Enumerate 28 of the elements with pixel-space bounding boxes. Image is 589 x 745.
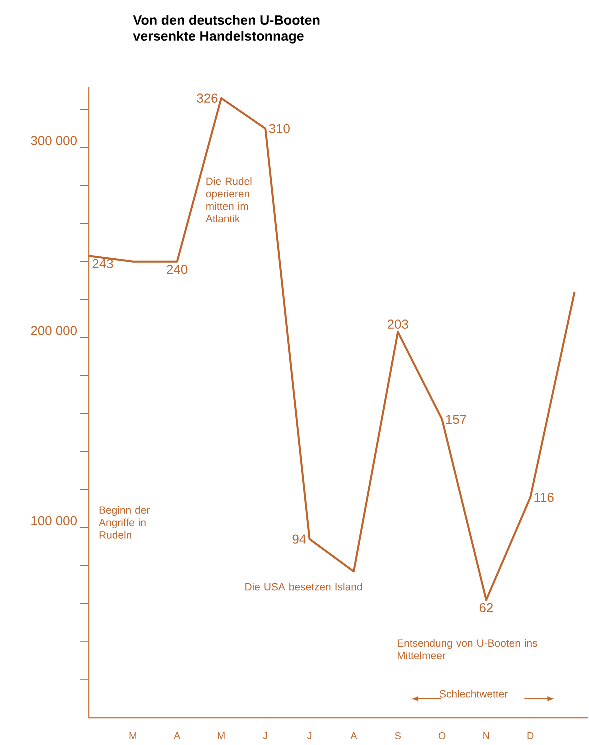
annotation: 116 <box>534 492 554 502</box>
x-tick-label: O <box>438 732 446 740</box>
annotation: 157 <box>446 415 466 424</box>
annotation: Schlechtwetter <box>440 690 508 698</box>
annotation: 243 <box>92 259 114 269</box>
annotation: 310 <box>269 124 290 134</box>
annotation: 326 <box>197 94 218 103</box>
annotation: Entsendung von U-Booten ins Mittelmeer <box>398 639 538 660</box>
annotation: Die Rudel operieren mitten im Atlantik <box>206 178 252 223</box>
annotation: Die USA besetzen Island <box>246 583 362 591</box>
x-tick-label: D <box>528 732 534 740</box>
x-tick-label: M <box>130 732 136 740</box>
y-tick-label: 200 000 <box>31 326 77 336</box>
x-tick-label: M <box>218 732 225 740</box>
annotation: Beginn der Angriffe in Rudeln <box>99 506 150 539</box>
annotation: 94 <box>292 534 306 544</box>
x-tick-label: J <box>263 732 268 740</box>
chart-title: Von den deutschen U-Booten versenkte Handelstonnage <box>133 15 320 44</box>
y-tick-label: 100 000 <box>32 516 77 526</box>
annotation: 62 <box>480 603 493 613</box>
x-tick-label: A <box>350 732 358 740</box>
annotation: 240 <box>167 265 188 274</box>
x-tick-label: A <box>174 732 181 740</box>
y-tick-label: 300 000 <box>31 136 77 146</box>
x-tick-label: J <box>307 732 312 740</box>
annotation: 203 <box>388 320 408 329</box>
x-tick-label: S <box>395 732 401 740</box>
x-tick-label: N <box>484 732 490 740</box>
